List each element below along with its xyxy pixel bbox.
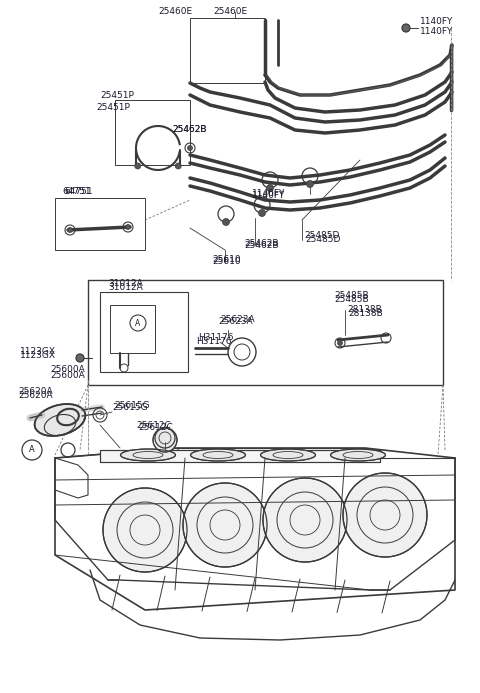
Bar [100,450,380,462]
Bar [190,18,265,83]
Circle shape [76,354,84,362]
Text: 1140FY: 1140FY [420,28,454,37]
Text: 28138B: 28138B [348,308,383,317]
Circle shape [307,180,313,188]
Circle shape [68,227,72,232]
Text: 31012A: 31012A [108,279,143,288]
Text: 25451P: 25451P [100,91,134,100]
Circle shape [343,473,427,557]
Text: 25462B: 25462B [244,240,278,249]
Text: H31176: H31176 [196,337,231,346]
Ellipse shape [261,449,315,461]
Bar [115,100,190,165]
Text: 1140FY: 1140FY [252,189,286,198]
Text: 64751: 64751 [64,188,93,197]
Text: 25485D: 25485D [305,236,340,245]
Circle shape [153,428,177,452]
Circle shape [175,163,181,169]
Circle shape [263,478,347,562]
Text: 25460E: 25460E [213,8,247,17]
Ellipse shape [331,449,385,461]
Text: 25623A: 25623A [218,317,252,326]
Circle shape [266,184,274,191]
Text: 25485B: 25485B [334,292,369,301]
Text: A: A [135,319,141,328]
Text: 25620A: 25620A [18,390,53,399]
Text: 25451P: 25451P [96,103,130,112]
Text: 64751: 64751 [62,188,91,197]
Bar [110,305,155,353]
Ellipse shape [120,449,176,461]
Text: 1123GX: 1123GX [20,351,56,360]
Text: 25612C: 25612C [136,421,171,430]
Text: 1140FY: 1140FY [252,191,286,200]
Circle shape [183,483,267,567]
Text: 31012A: 31012A [108,283,143,292]
Text: 1123GX: 1123GX [20,347,56,356]
Bar [100,292,188,372]
Text: 25462B: 25462B [244,238,278,247]
Text: 25620A: 25620A [18,387,53,396]
Text: 25462B: 25462B [172,125,206,134]
Text: 25462B: 25462B [172,125,206,134]
Circle shape [259,209,265,216]
Circle shape [402,24,410,32]
Text: 25485D: 25485D [304,231,339,240]
Circle shape [337,340,343,346]
Text: 25460E: 25460E [158,8,192,17]
Bar [88,280,443,385]
Text: 25610: 25610 [212,258,240,267]
Text: 28138B: 28138B [347,304,382,313]
Bar [55,198,145,250]
Circle shape [125,225,131,229]
Circle shape [223,218,229,225]
Text: H31176: H31176 [198,333,233,342]
Text: 25485B: 25485B [334,295,369,304]
Text: 25615G: 25615G [112,403,148,412]
Circle shape [103,488,187,572]
Text: 25600A: 25600A [50,365,85,374]
Text: 25623A: 25623A [220,315,254,324]
Circle shape [135,163,141,169]
Ellipse shape [35,404,85,436]
Ellipse shape [191,449,245,461]
Text: 25610: 25610 [212,256,240,265]
Text: 25615G: 25615G [114,401,150,410]
Text: 25612C: 25612C [138,423,173,432]
Text: A: A [29,446,35,455]
Bar [100,450,380,462]
Text: 1140FY: 1140FY [420,17,454,26]
Text: 25600A: 25600A [50,371,85,380]
Circle shape [188,146,192,150]
